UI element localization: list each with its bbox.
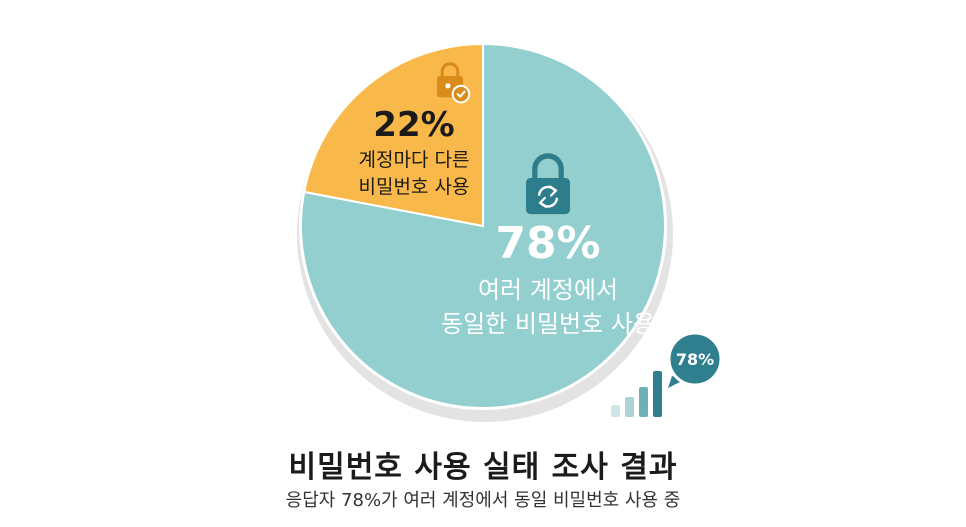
chart-subtitle: 응답자 78%가 여러 계정에서 동일 비밀번호 사용 중 bbox=[285, 490, 681, 511]
bar-signal-icon bbox=[611, 371, 662, 417]
badge-bubble bbox=[667, 331, 723, 387]
badge-bar-2 bbox=[639, 387, 648, 417]
badge-bar-1 bbox=[625, 397, 634, 417]
pie-slice-0 bbox=[300, 42, 666, 409]
slice-1-lock-badge bbox=[453, 86, 469, 102]
slice-1-category-label-1: 비밀번호 사용 bbox=[359, 176, 470, 198]
slice-0-lock-arrowhead-b bbox=[538, 196, 548, 208]
slice-0-lock-shackle bbox=[532, 153, 564, 183]
badge-value-label: 78% bbox=[676, 350, 714, 369]
badge-bar-3 bbox=[653, 371, 662, 417]
slice-0-category-label-1: 동일한 비밀번호 사용 bbox=[441, 310, 655, 338]
slice-1-lock-keyhole bbox=[445, 83, 451, 89]
badge-bar-0 bbox=[611, 405, 620, 417]
slice-0-lock-body bbox=[526, 178, 570, 215]
slice-1-value-label: 22% bbox=[373, 105, 454, 145]
slice-0-category-label-0: 여러 계정에서 bbox=[478, 276, 618, 304]
slice-0-value-label: 78% bbox=[495, 218, 600, 269]
slice-1-lock-shackle bbox=[440, 62, 460, 80]
chart-title: 비밀번호 사용 실태 조사 결과 bbox=[288, 450, 678, 485]
slice-0-lock-arrowhead-a bbox=[548, 185, 558, 197]
slice-1-category-label-0: 계정마다 다른 bbox=[359, 149, 470, 171]
lock-check-icon bbox=[437, 62, 471, 104]
slice-1-lock-check bbox=[456, 90, 466, 98]
lock-refresh-icon bbox=[526, 153, 570, 215]
